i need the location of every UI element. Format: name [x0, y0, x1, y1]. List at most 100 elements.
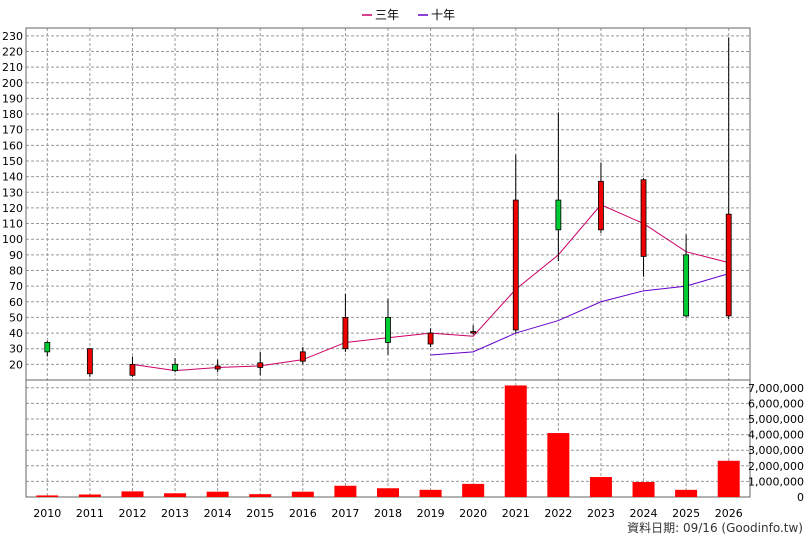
candle-2024 — [640, 178, 647, 277]
candle-2018 — [385, 298, 391, 355]
volume-bar-2011 — [78, 494, 101, 497]
candle-body-2023 — [598, 180, 604, 231]
price-tick-120: 120 — [2, 202, 23, 215]
candle-body-2017 — [342, 317, 349, 350]
x-tick-2019: 2019 — [417, 507, 445, 520]
price-tick-80: 80 — [9, 264, 23, 277]
candle-body-2011 — [86, 348, 93, 375]
volume-bar-2012 — [121, 491, 144, 497]
candle-2019 — [427, 328, 434, 348]
volume-bar-2024 — [632, 482, 655, 497]
price-tick-190: 190 — [2, 92, 23, 105]
candle-2017 — [342, 293, 349, 352]
x-tick-2020: 2020 — [459, 507, 487, 520]
x-tick-2017: 2017 — [331, 507, 359, 520]
candle-body-2019 — [427, 332, 434, 345]
candle-2012 — [129, 356, 136, 377]
volume-tick-0: 0 — [797, 491, 804, 504]
legend: 三年 十年 — [362, 8, 455, 22]
series-line-ten-year — [430, 273, 729, 356]
volume-bar-2025 — [675, 489, 698, 497]
price-tick-60: 60 — [9, 296, 23, 309]
volume-bar-2014 — [206, 491, 229, 497]
price-tick-160: 160 — [2, 139, 23, 152]
volume-axis-ticks: 0 1,000,000 2,000,000 3,000,000 4,000,000 5,0… — [748, 382, 804, 504]
candle-2023 — [598, 162, 604, 233]
x-tick-2025: 2025 — [672, 507, 700, 520]
x-tick-2024: 2024 — [630, 507, 658, 520]
x-tick-2014: 2014 — [204, 507, 232, 520]
volume-tick-4: 4,000,000 — [748, 429, 804, 442]
volume-tick-6: 6,000,000 — [748, 397, 804, 410]
x-tick-2011: 2011 — [76, 507, 104, 520]
volume-bar-2017 — [334, 485, 357, 497]
x-axis-ticks: 2010 2011 2012 2013 2014 2015 2016 2017 2018 2019… — [33, 507, 742, 520]
price-tick-30: 30 — [9, 343, 23, 356]
price-tick-200: 200 — [2, 77, 23, 90]
candle-body-2015 — [257, 362, 264, 368]
price-tick-140: 140 — [2, 171, 23, 184]
x-tick-2016: 2016 — [289, 507, 317, 520]
candle-2016 — [299, 347, 306, 365]
x-tick-2018: 2018 — [374, 507, 402, 520]
candle-2026 — [725, 37, 732, 319]
volume-bar-2010 — [36, 495, 59, 497]
volume-tick-5: 5,000,000 — [748, 413, 804, 426]
price-tick-220: 220 — [2, 45, 23, 58]
candle-2011 — [86, 348, 93, 377]
volume-bar-2021 — [504, 385, 527, 497]
candle-body-2024 — [640, 179, 647, 257]
legend-label-1: 十年 — [431, 8, 455, 22]
grid-lines — [26, 28, 750, 497]
legend-label-0: 三年 — [375, 8, 399, 22]
candle-2025 — [683, 234, 690, 318]
price-tick-20: 20 — [9, 358, 23, 371]
candle-body-2020 — [470, 331, 477, 334]
price-tick-40: 40 — [9, 327, 23, 340]
x-tick-2015: 2015 — [246, 507, 274, 520]
price-axis-ticks: 20 30 40 50 60 70 80 90 100 110 120 130 140 150 160 170… — [2, 30, 23, 372]
price-tick-150: 150 — [2, 155, 23, 168]
volume-bar-2026 — [717, 460, 740, 497]
candle-body-2010 — [44, 342, 51, 353]
candle-body-2016 — [299, 351, 306, 362]
candle-body-2012 — [129, 363, 136, 376]
volume-bar-2020 — [462, 483, 485, 497]
price-tick-100: 100 — [2, 233, 23, 246]
volume-tick-7: 7,000,000 — [748, 382, 804, 395]
x-tick-2012: 2012 — [118, 507, 146, 520]
price-tick-210: 210 — [2, 61, 23, 74]
candle-2022 — [555, 112, 562, 262]
candle-body-2021 — [512, 199, 519, 331]
candle-2013 — [172, 358, 178, 373]
volume-bar-2015 — [249, 494, 272, 497]
candle-2014 — [214, 359, 221, 373]
volume-bar-2013 — [164, 493, 187, 497]
price-tick-180: 180 — [2, 108, 23, 121]
price-tick-70: 70 — [9, 280, 23, 293]
volume-bar-2018 — [377, 488, 399, 497]
x-tick-2021: 2021 — [502, 507, 530, 520]
volume-bar-2016 — [291, 491, 314, 497]
volume-tick-1: 1,000,000 — [748, 475, 804, 488]
volume-bar-2023 — [589, 477, 612, 497]
price-tick-90: 90 — [9, 249, 23, 262]
x-tick-2022: 2022 — [544, 507, 572, 520]
price-tick-50: 50 — [9, 311, 23, 324]
volume-bar-2019 — [419, 489, 442, 497]
volume-bars — [36, 385, 740, 497]
candle-body-2014 — [214, 365, 221, 370]
volume-tick-3: 3,000,000 — [748, 444, 804, 457]
candle-body-2018 — [385, 317, 391, 343]
candle-body-2022 — [555, 199, 562, 231]
candle-2020 — [470, 325, 477, 335]
price-tick-130: 130 — [2, 186, 23, 199]
price-tick-110: 110 — [2, 218, 23, 231]
data-date-footer: 資料日期: 09/16 (Goodinfo.tw) — [627, 521, 803, 535]
price-tick-230: 230 — [2, 30, 23, 43]
candle-2021 — [512, 154, 519, 334]
volume-tick-2: 2,000,000 — [748, 460, 804, 473]
price-tick-170: 170 — [2, 124, 23, 137]
candle-body-2025 — [683, 254, 690, 317]
